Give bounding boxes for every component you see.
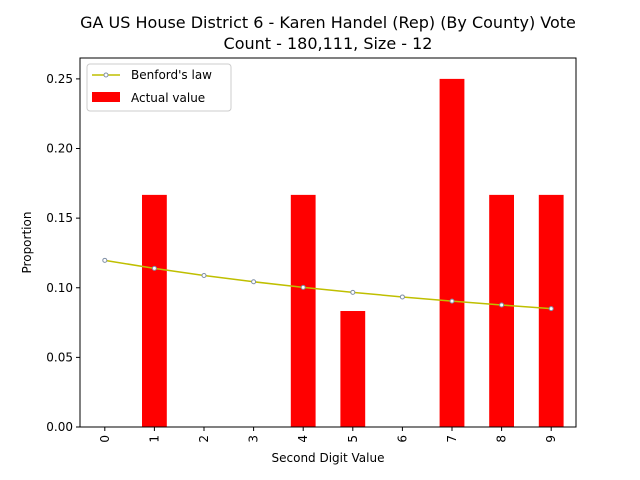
benford-point-7	[449, 298, 455, 304]
y-tick-label: 0.10	[46, 281, 73, 295]
x-tick-label: 4	[296, 435, 310, 443]
chart-title-line-1: GA US House District 6 - Karen Handel (R…	[80, 13, 576, 32]
benford-point-6	[399, 294, 405, 300]
benford-point-1	[151, 265, 157, 271]
bar-1	[142, 194, 167, 427]
bar-5	[340, 311, 366, 427]
x-tick-label: 7	[445, 435, 459, 443]
x-tick-label: 1	[147, 435, 161, 443]
x-tick-label: 5	[346, 435, 360, 443]
x-tick-label: 0	[98, 435, 112, 443]
bar-7	[439, 78, 465, 428]
benford-point-9	[548, 306, 554, 312]
chart-title: GA US House District 6 - Karen Handel (R…	[80, 13, 576, 53]
benford-point-0	[102, 257, 108, 263]
y-tick-label: 0.05	[46, 350, 73, 364]
benford-point-4	[300, 284, 306, 290]
chart-title-line-2: Count - 180,111, Size - 12	[224, 34, 433, 53]
y-tick-label: 0.00	[46, 420, 73, 434]
y-tick-label: 0.15	[46, 211, 73, 225]
benford-point-3	[251, 279, 257, 285]
bar-8	[489, 194, 514, 427]
legend-marker-swatch	[103, 72, 109, 78]
bar-4	[290, 194, 316, 427]
legend-label-actual: Actual value	[131, 91, 205, 105]
x-tick-label: 8	[495, 435, 509, 443]
y-tick-label: 0.20	[46, 142, 73, 156]
legend-label-benford: Benford's law	[131, 68, 212, 82]
plot-frame	[79, 57, 577, 428]
x-axis-label: Second Digit Value	[272, 451, 385, 465]
x-tick-label: 9	[544, 435, 558, 443]
benford-point-5	[350, 289, 356, 295]
benford-line	[104, 259, 552, 310]
legend-bar-swatch	[92, 92, 120, 102]
y-axis: 0.00 0.05 0.10 0.15 0.20 0.25	[46, 72, 80, 434]
y-tick-label: 0.25	[46, 72, 73, 86]
benford-line-series	[102, 257, 554, 312]
benford-point-8	[499, 302, 505, 308]
y-axis-label: Proportion	[20, 212, 34, 274]
benford-point-2	[201, 273, 207, 279]
x-tick-label: 6	[395, 435, 409, 443]
legend: Benford's law Actual value	[86, 63, 232, 112]
bar-series	[142, 78, 564, 428]
x-tick-label: 2	[197, 435, 211, 443]
legend-box	[86, 63, 232, 112]
x-axis: 0 1 2 3 4 5 6 7 8 9	[98, 427, 558, 443]
x-tick-label: 3	[247, 435, 261, 443]
